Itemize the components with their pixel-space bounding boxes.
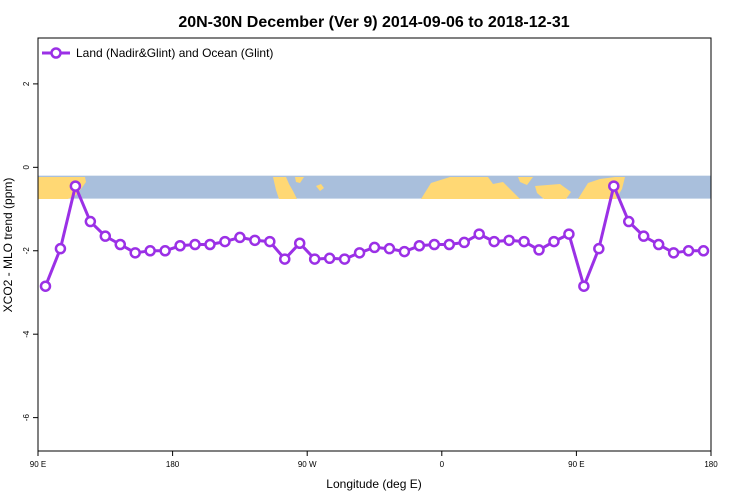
data-point — [144, 245, 156, 257]
map-land — [518, 177, 533, 185]
data-point — [697, 245, 710, 257]
data-point — [652, 238, 665, 251]
data-point — [667, 247, 680, 259]
data-point — [637, 230, 650, 242]
x-axis: 90 E 180 90 W 0 90 E 180 — [30, 451, 718, 469]
legend-marker — [50, 47, 62, 59]
data-point — [503, 234, 515, 247]
chart-title: 20N-30N December (Ver 9) 2014-09-06 to 2… — [178, 14, 569, 31]
data-point — [622, 215, 635, 228]
data-point — [533, 244, 545, 256]
data-point — [488, 235, 500, 248]
y-axis-label: XCO2 - MLO trend (ppm) — [1, 178, 15, 313]
data-point — [293, 237, 306, 249]
data-point — [443, 238, 456, 251]
data-point — [204, 238, 216, 251]
data-point — [428, 238, 441, 251]
y-tick-label: 0 — [22, 165, 31, 170]
data-point — [338, 253, 351, 265]
y-tick-label: -4 — [22, 330, 31, 338]
data-point — [279, 253, 291, 265]
x-tick-label: 90 W — [298, 460, 317, 469]
data-point — [308, 253, 321, 265]
data-point — [84, 215, 97, 228]
data-point — [682, 245, 695, 257]
data-point — [398, 245, 411, 258]
data-point — [114, 238, 127, 251]
x-tick-label: 90 E — [568, 460, 584, 469]
x-tick-label: 180 — [704, 460, 718, 469]
legend-label: Land (Nadir&Glint) and Ocean (Glint) — [76, 46, 273, 60]
series-line — [44, 184, 704, 288]
plot-frame — [37, 37, 712, 452]
map-land — [535, 184, 571, 199]
data-point — [458, 236, 470, 249]
data-point — [413, 240, 426, 252]
y-axis: 2 0 -2 -4 -6 — [22, 81, 38, 421]
series-layer — [39, 180, 710, 292]
data-point — [129, 247, 141, 259]
x-tick-label: 90 E — [30, 460, 46, 469]
x-tick-label: 180 — [166, 460, 180, 469]
data-point — [69, 180, 82, 192]
legend: Land (Nadir&Glint) and Ocean (Glint) — [42, 46, 273, 60]
data-point — [54, 242, 67, 255]
y-tick-label: 2 — [22, 81, 31, 86]
data-point — [473, 228, 485, 240]
y-tick-label: -6 — [22, 414, 31, 422]
data-point — [593, 242, 605, 255]
x-tick-label: 0 — [440, 460, 445, 469]
data-point — [39, 280, 52, 292]
y-tick-label: -2 — [22, 247, 31, 255]
map-land — [273, 177, 297, 199]
data-point — [368, 241, 381, 254]
data-point — [548, 235, 560, 248]
data-point — [219, 235, 231, 248]
data-point — [264, 235, 276, 248]
data-point — [518, 235, 530, 248]
data-point — [99, 230, 112, 242]
data-point — [174, 240, 186, 252]
map-land — [316, 184, 324, 191]
data-point — [234, 231, 246, 244]
map-land — [421, 177, 520, 199]
data-point — [353, 247, 366, 259]
data-point — [383, 242, 396, 255]
data-point — [323, 252, 336, 265]
data-point — [608, 180, 620, 192]
data-point — [189, 238, 201, 251]
map-land — [295, 177, 304, 183]
x-axis-label: Longitude (deg E) — [326, 477, 421, 491]
data-point — [563, 228, 575, 240]
data-point — [159, 245, 171, 257]
data-point — [249, 234, 261, 247]
data-point — [578, 280, 590, 292]
